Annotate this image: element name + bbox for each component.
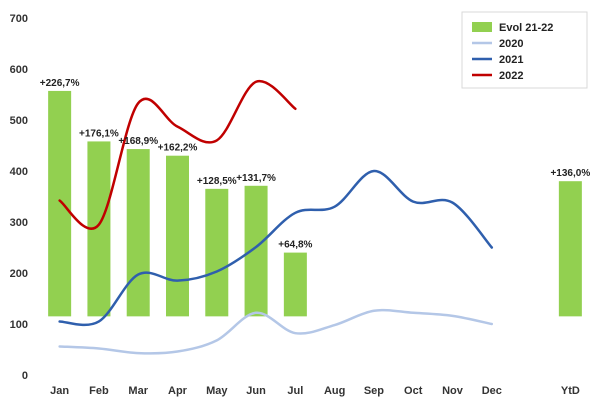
- bar: [166, 155, 189, 317]
- bar-data-label: +226,7%: [40, 78, 80, 89]
- x-tick-label: Apr: [168, 385, 188, 397]
- legend-label: 2020: [499, 38, 523, 50]
- y-tick-label: 0: [22, 370, 28, 382]
- lines-layer: [58, 79, 494, 355]
- bar-data-label: +131,7%: [236, 173, 276, 184]
- bars-layer: [48, 90, 582, 317]
- bar: [244, 185, 268, 317]
- series-line-2020: [58, 308, 494, 355]
- bar: [87, 141, 111, 317]
- y-tick-label: 400: [10, 166, 28, 178]
- x-tick-label: Aug: [324, 385, 345, 397]
- bar: [558, 181, 582, 317]
- x-tick-label: Sep: [364, 385, 384, 397]
- bar-data-label: +176,1%: [79, 128, 119, 139]
- x-tick-label: Jan: [50, 385, 69, 397]
- data-labels-layer: +226,7% +176,1%+168,9%+162,2% +128,5% +131,…: [40, 78, 591, 251]
- bar-data-label: +168,9%: [118, 136, 158, 147]
- x-tick-label: Jul: [287, 385, 303, 397]
- legend-swatch-bar: [472, 22, 492, 32]
- bar: [126, 149, 150, 317]
- y-tick-label: 300: [10, 217, 28, 229]
- bar: [48, 90, 72, 317]
- x-tick-label: Feb: [89, 385, 109, 397]
- x-tick-label: YtD: [561, 385, 580, 397]
- bar-data-label: +136,0%: [550, 168, 590, 179]
- x-tick-label: Jun: [246, 385, 266, 397]
- series-line-2022: [58, 79, 297, 230]
- legend: Evol 21-22 2020 2021 2022: [461, 11, 588, 89]
- legend-label: Evol 21-22: [499, 22, 553, 34]
- y-tick-label: 100: [10, 319, 28, 331]
- y-tick-label: 200: [10, 268, 28, 280]
- x-tick-label: Oct: [404, 385, 423, 397]
- y-tick-label: 600: [10, 64, 28, 76]
- bar-data-label: +162,2%: [158, 143, 198, 154]
- legend-label: 2021: [499, 54, 523, 66]
- y-tick-label: 500: [10, 115, 28, 127]
- bar-data-label: +128,5%: [197, 176, 237, 187]
- axes-layer: 0 100 200 300 400 500 600 700 Jan Feb Mar Apr May Jun…: [10, 13, 580, 397]
- y-tick-label: 700: [10, 13, 28, 25]
- x-tick-label: Mar: [128, 385, 148, 397]
- bar: [205, 188, 229, 317]
- x-tick-label: Dec: [482, 385, 502, 397]
- series-line-2021: [58, 169, 494, 327]
- x-tick-label: May: [206, 385, 228, 397]
- x-tick-label: Nov: [442, 385, 464, 397]
- legend-label: 2022: [499, 70, 523, 82]
- bar-data-label: +64,8%: [278, 240, 312, 251]
- bar: [283, 252, 307, 317]
